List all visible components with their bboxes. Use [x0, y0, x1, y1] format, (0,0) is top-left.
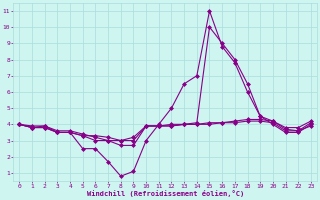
- X-axis label: Windchill (Refroidissement éolien,°C): Windchill (Refroidissement éolien,°C): [86, 190, 244, 197]
